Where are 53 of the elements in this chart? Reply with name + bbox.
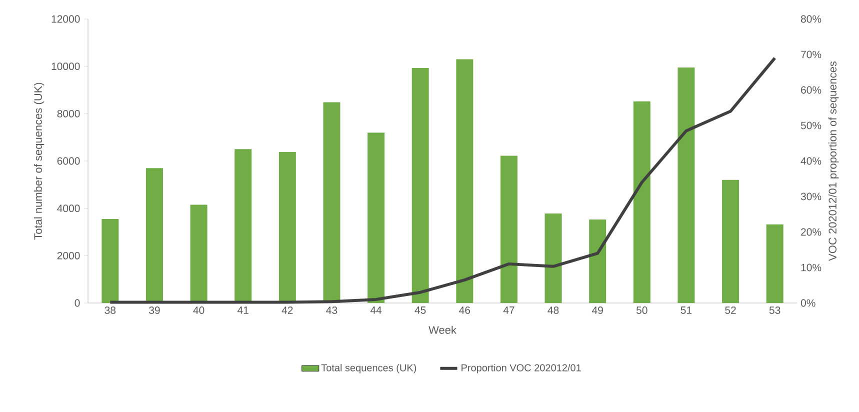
x-tick-label: 43 [326, 306, 338, 314]
y2-tick-label: 50% [800, 122, 822, 130]
x-tick-label: 46 [459, 306, 470, 314]
y-axis-title: Total number of sequences (UK) [34, 82, 44, 240]
x-tick-label: 52 [725, 306, 736, 314]
legend-label: Proportion VOC 202012/01 [462, 364, 581, 374]
x-tick-label: 53 [769, 306, 780, 314]
bar [544, 214, 562, 303]
y-tick-label: 4000 [57, 204, 80, 212]
y-tick-label: 0 [74, 299, 80, 307]
y-tick-label: 10000 [52, 62, 80, 70]
x-axis-title: Week [428, 326, 456, 334]
x-tick-label: 40 [193, 306, 204, 314]
x-tick-label: 42 [282, 306, 293, 314]
y-tick-label: 6000 [57, 157, 80, 165]
x-tick-label: 41 [238, 306, 248, 314]
bar [633, 101, 650, 303]
bar [589, 219, 606, 303]
x-tick-label: 47 [503, 306, 514, 314]
x-tick-label: 48 [548, 306, 559, 314]
bar [323, 102, 340, 303]
y2-axis-title: VOC 202012/01 proportion of sequences [828, 61, 839, 261]
bar [368, 132, 385, 303]
y-tick-label: 2000 [57, 252, 80, 260]
y2-tick-label: 70% [801, 50, 822, 58]
bar [234, 149, 252, 303]
bar [102, 218, 119, 303]
x-tick-label: 44 [370, 306, 382, 314]
x-tick-label: 39 [149, 306, 160, 314]
y2-tick-label: 60% [801, 86, 822, 94]
y2-tick-label: 30% [800, 192, 822, 200]
bar [412, 68, 429, 303]
x-tick-label: 51 [680, 306, 692, 314]
y-tick-label: 8000 [57, 110, 80, 118]
bar [456, 59, 474, 303]
bar [500, 156, 518, 303]
y2-tick-label: 40% [800, 157, 822, 165]
bar [766, 224, 784, 303]
y2-tick-label: 10% [801, 264, 822, 272]
bar [278, 152, 296, 303]
bar [190, 204, 208, 303]
x-tick-label: 45 [414, 306, 426, 314]
y2-tick-label: 0% [800, 299, 816, 307]
bar [146, 168, 163, 303]
x-tick-label: 49 [592, 306, 603, 314]
bar [722, 180, 740, 303]
y2-tick-label: 80% [800, 15, 822, 23]
y-tick-label: 12000 [52, 15, 80, 23]
x-tick-label: 50 [636, 306, 648, 314]
legend-label: Total sequences (UK) [321, 364, 416, 374]
y2-tick-label: 20% [801, 228, 822, 236]
x-tick-label: 38 [104, 306, 116, 314]
bar [678, 68, 695, 303]
